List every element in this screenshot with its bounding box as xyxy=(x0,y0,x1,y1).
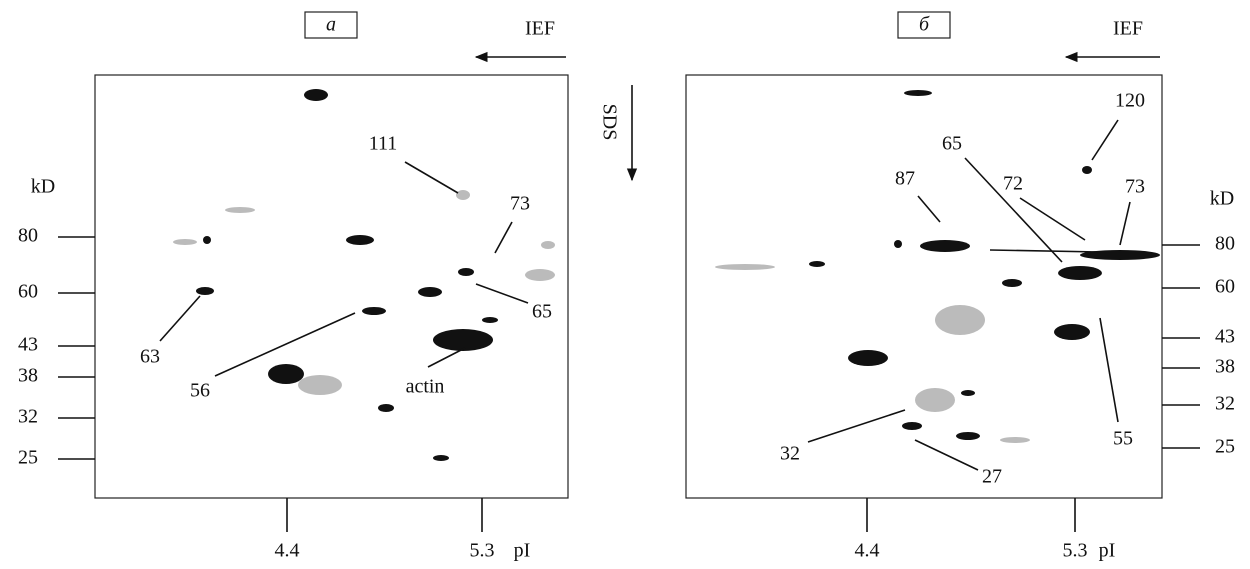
panel-a: a IEF kD 80 60 43 38 32 25 4.4 5.3 pI 11… xyxy=(18,11,569,562)
marker-label: 25 xyxy=(1215,436,1235,458)
annotation: 87 xyxy=(895,168,915,190)
annotation: 56 xyxy=(190,380,210,402)
sds-label: SDS xyxy=(598,104,620,141)
marker-label: 60 xyxy=(18,281,38,303)
gel-frame xyxy=(94,74,569,499)
pi-tick-label: 4.4 xyxy=(855,540,880,562)
unit-label: kD xyxy=(1210,188,1234,210)
marker-label: 38 xyxy=(18,365,38,387)
ief-label: IEF xyxy=(525,18,555,40)
marker-label: 38 xyxy=(1215,356,1235,378)
marker-label: 25 xyxy=(18,447,38,469)
ief-label: IEF xyxy=(1113,18,1143,40)
kd-markers: 80 60 43 38 32 25 xyxy=(18,225,95,469)
kd-markers: 80 60 43 38 32 25 xyxy=(1162,233,1235,458)
connector-line xyxy=(989,249,1101,253)
annotation: 73 xyxy=(1125,176,1145,198)
marker-label: 43 xyxy=(1215,326,1235,348)
annotation: 72 xyxy=(1003,173,1023,195)
annotations: 111 73 65 63 56 actin xyxy=(140,133,552,402)
marker-label: 80 xyxy=(1215,233,1235,255)
annotation: 55 xyxy=(1113,428,1133,450)
marker-label: 32 xyxy=(1215,393,1235,415)
annotation: 65 xyxy=(532,301,552,323)
annotation: 27 xyxy=(982,466,1002,488)
marker-label: 32 xyxy=(18,406,38,428)
pi-axis: 4.4 5.3 pI xyxy=(275,498,531,562)
panel-label-box xyxy=(897,11,951,39)
annotation: 120 xyxy=(1115,90,1145,112)
gel-spots xyxy=(173,89,555,461)
pi-tick-label: 5.3 xyxy=(470,540,495,562)
pi-label: pI xyxy=(1099,540,1116,562)
annotations: 120 65 72 73 87 55 32 27 xyxy=(780,90,1145,488)
marker-label: 43 xyxy=(18,334,38,356)
annotation: actin xyxy=(406,376,445,398)
pi-axis: 4.4 5.3 pI xyxy=(855,498,1116,562)
unit-label: kD xyxy=(31,176,55,198)
panel-label-box xyxy=(304,11,358,39)
pi-tick-label: 5.3 xyxy=(1063,540,1088,562)
gel-frame xyxy=(685,74,1163,499)
pi-label: pI xyxy=(514,540,531,562)
panel-b: б IEF kD 80 60 43 38 32 25 4.4 5.3 pI 12… xyxy=(685,11,1235,562)
annotation: 63 xyxy=(140,346,160,368)
gel-spots xyxy=(715,90,1160,443)
annotation: 32 xyxy=(780,443,800,465)
pi-tick-label: 4.4 xyxy=(275,540,300,562)
annotation: 73 xyxy=(510,193,530,215)
marker-label: 60 xyxy=(1215,276,1235,298)
panel-label: a xyxy=(326,14,336,36)
panel-label: б xyxy=(919,14,930,36)
annotation: 65 xyxy=(942,133,962,155)
annotation: 111 xyxy=(369,133,398,155)
marker-label: 80 xyxy=(18,225,38,247)
